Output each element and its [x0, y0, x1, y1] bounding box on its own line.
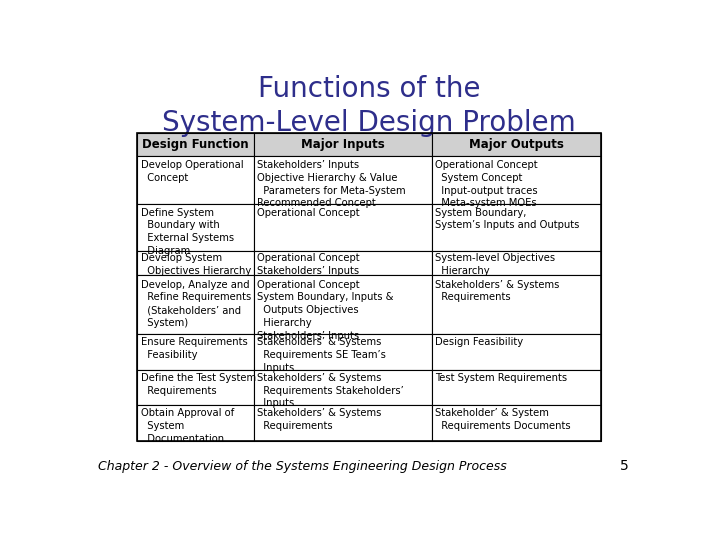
Bar: [432, 156, 600, 204]
Bar: [138, 251, 254, 275]
Text: Design Feasibility: Design Feasibility: [436, 337, 523, 347]
Text: Operational Concept
Stakeholders’ Inputs: Operational Concept Stakeholders’ Inputs: [257, 253, 360, 276]
Bar: [254, 370, 432, 406]
Text: Operational Concept
  System Concept
  Input-output traces
  Meta-system MOEs: Operational Concept System Concept Input…: [436, 160, 538, 208]
Text: Major Outputs: Major Outputs: [469, 138, 564, 151]
Bar: [432, 204, 600, 251]
Text: Chapter 2 - Overview of the Systems Engineering Design Process: Chapter 2 - Overview of the Systems Engi…: [98, 460, 506, 473]
Bar: [254, 204, 432, 251]
Text: Obtain Approval of
  System
  Documentation: Obtain Approval of System Documentation: [141, 408, 234, 444]
Text: Define the Test System
  Requirements: Define the Test System Requirements: [141, 373, 256, 395]
Bar: [254, 275, 432, 334]
Text: Define System
  Boundary with
  External Systems
  Diagram: Define System Boundary with External Sys…: [141, 207, 234, 256]
Bar: [254, 406, 432, 441]
Text: Develop System
  Objectives Hierarchy: Develop System Objectives Hierarchy: [141, 253, 251, 276]
Bar: [432, 334, 600, 370]
Text: Stakeholders’ Inputs
Objective Hierarchy & Value
  Parameters for Meta-System
Re: Stakeholders’ Inputs Objective Hierarchy…: [257, 160, 406, 208]
Text: 5: 5: [620, 459, 629, 473]
Bar: [254, 251, 432, 275]
Text: Major Inputs: Major Inputs: [301, 138, 384, 151]
Text: System Boundary,
System’s Inputs and Outputs: System Boundary, System’s Inputs and Out…: [436, 207, 580, 231]
Text: Design Function: Design Function: [143, 138, 249, 151]
Bar: [138, 334, 254, 370]
Text: Ensure Requirements
  Feasibility: Ensure Requirements Feasibility: [141, 337, 248, 360]
Bar: [138, 406, 254, 441]
Text: Test System Requirements: Test System Requirements: [436, 373, 567, 383]
Text: Stakeholders’ & Systems
  Requirements: Stakeholders’ & Systems Requirements: [436, 280, 559, 302]
Text: Stakeholders’ & Systems
  Requirements SE Team’s
  Inputs: Stakeholders’ & Systems Requirements SE …: [257, 337, 386, 373]
Bar: [254, 334, 432, 370]
Bar: [138, 370, 254, 406]
Text: Develop Operational
  Concept: Develop Operational Concept: [141, 160, 243, 183]
Bar: [432, 133, 600, 156]
Bar: [432, 370, 600, 406]
Bar: [138, 275, 254, 334]
Text: Develop, Analyze and
  Refine Requirements
  (Stakeholders’ and
  System): Develop, Analyze and Refine Requirements…: [141, 280, 251, 328]
Text: Stakeholders’ & Systems
  Requirements: Stakeholders’ & Systems Requirements: [257, 408, 382, 431]
Bar: [432, 251, 600, 275]
Text: Stakeholder’ & System
  Requirements Documents: Stakeholder’ & System Requirements Docum…: [436, 408, 571, 431]
Bar: [254, 156, 432, 204]
Text: Functions of the
System-Level Design Problem: Functions of the System-Level Design Pro…: [162, 75, 576, 137]
Bar: [138, 133, 600, 441]
Bar: [432, 275, 600, 334]
Text: System-level Objectives
  Hierarchy: System-level Objectives Hierarchy: [436, 253, 555, 276]
Bar: [138, 156, 254, 204]
Bar: [138, 133, 254, 156]
Text: Operational Concept
System Boundary, Inputs &
  Outputs Objectives
  Hierarchy
S: Operational Concept System Boundary, Inp…: [257, 280, 394, 341]
Bar: [138, 204, 254, 251]
Bar: [254, 133, 432, 156]
Bar: [432, 406, 600, 441]
Text: Stakeholders’ & Systems
  Requirements Stakeholders’
  Inputs: Stakeholders’ & Systems Requirements Sta…: [257, 373, 404, 408]
Text: Operational Concept: Operational Concept: [257, 207, 360, 218]
